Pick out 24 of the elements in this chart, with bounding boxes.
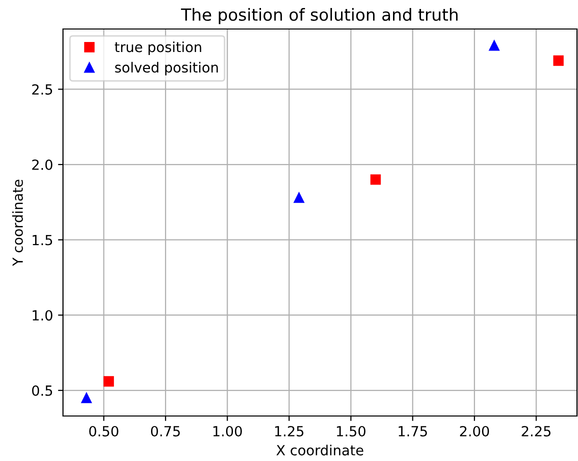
y-tick-label: 1.0 (32, 310, 52, 321)
y-tick-label: 2.0 (32, 159, 52, 170)
y-axis-title: Y coordinate (12, 180, 23, 266)
x-tick-label: 2.25 (522, 426, 550, 436)
point (370, 174, 381, 185)
point (489, 40, 500, 51)
x-tick-label: 0.50 (89, 426, 118, 436)
point (294, 192, 304, 203)
chart-title: The position of solution and truth (180, 8, 458, 24)
legend-label: true position (114, 42, 202, 55)
x-tick-label: 2.00 (460, 426, 489, 436)
point (553, 55, 564, 66)
x-tick-label: 0.75 (151, 426, 180, 436)
y-tick-label: 0.5 (32, 385, 52, 396)
point (81, 392, 92, 404)
y-tick-label: 2.5 (32, 84, 52, 95)
y-tick-label: 1.5 (32, 234, 52, 246)
point (104, 376, 114, 387)
x-tick-label: 1.50 (336, 426, 366, 436)
x-tick-label: 1.75 (398, 426, 427, 436)
x-axis-title: X coordinate (276, 444, 364, 456)
legend-label: solved position (115, 62, 218, 76)
x-tick-label: 1.00 (213, 426, 242, 436)
x-tick-label: 1.25 (275, 426, 304, 436)
